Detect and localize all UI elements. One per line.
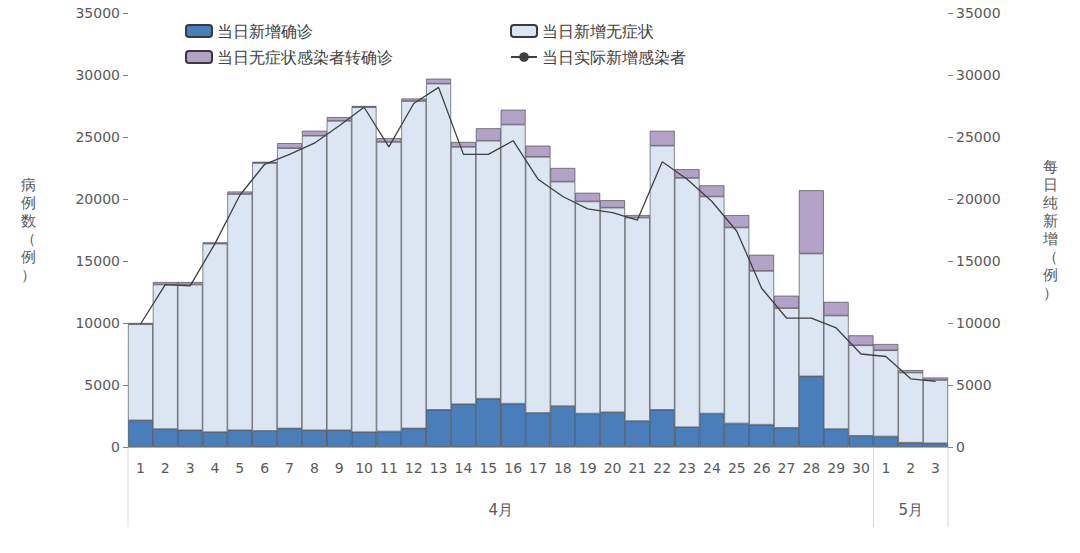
svg-text:25000: 25000 <box>956 129 1001 145</box>
svg-text:纯: 纯 <box>1043 194 1058 212</box>
svg-text:30: 30 <box>852 460 870 476</box>
svg-text:（: （ <box>21 230 36 248</box>
svg-text:30000: 30000 <box>956 67 1001 83</box>
svg-text:3: 3 <box>186 460 195 476</box>
svg-text:3: 3 <box>931 460 940 476</box>
svg-text:20000: 20000 <box>956 191 1001 207</box>
svg-text:35000: 35000 <box>956 5 1001 21</box>
svg-text:23: 23 <box>678 460 696 476</box>
svg-text:24: 24 <box>703 460 721 476</box>
svg-text:2: 2 <box>161 460 170 476</box>
svg-text:19: 19 <box>579 460 597 476</box>
svg-text:30000: 30000 <box>75 67 120 83</box>
svg-text:26: 26 <box>753 460 771 476</box>
svg-text:20: 20 <box>604 460 622 476</box>
svg-text:例: 例 <box>21 248 36 266</box>
svg-text:12: 12 <box>405 460 423 476</box>
svg-text:增: 增 <box>1042 230 1058 248</box>
svg-text:数: 数 <box>21 212 36 230</box>
svg-text:当日新增无症状: 当日新增无症状 <box>542 22 654 41</box>
svg-text:29: 29 <box>827 460 845 476</box>
svg-text:10: 10 <box>355 460 373 476</box>
svg-text:日: 日 <box>1043 176 1058 194</box>
svg-text:10000: 10000 <box>75 315 120 331</box>
svg-text:病: 病 <box>21 176 36 194</box>
svg-text:16: 16 <box>504 460 522 476</box>
svg-text:2: 2 <box>906 460 915 476</box>
svg-text:5月: 5月 <box>898 501 923 519</box>
svg-text:）: ） <box>1043 284 1058 302</box>
svg-text:15000: 15000 <box>956 253 1001 269</box>
svg-text:9: 9 <box>335 460 344 476</box>
svg-text:0: 0 <box>111 439 120 455</box>
svg-text:例: 例 <box>1043 266 1058 284</box>
svg-text:当日实际新增感染者: 当日实际新增感染者 <box>542 48 686 67</box>
svg-text:（: （ <box>1043 248 1058 266</box>
svg-text:）: ） <box>21 266 36 284</box>
svg-text:28: 28 <box>802 460 820 476</box>
svg-text:27: 27 <box>778 460 796 476</box>
svg-text:4: 4 <box>211 460 220 476</box>
svg-text:14: 14 <box>455 460 473 476</box>
svg-text:35000: 35000 <box>75 5 120 21</box>
svg-text:8: 8 <box>310 460 319 476</box>
svg-text:15000: 15000 <box>75 253 120 269</box>
svg-text:17: 17 <box>529 460 547 476</box>
svg-text:例: 例 <box>21 194 36 212</box>
svg-text:21: 21 <box>628 460 646 476</box>
svg-text:1: 1 <box>136 460 145 476</box>
svg-text:5000: 5000 <box>956 377 992 393</box>
svg-text:新: 新 <box>1043 212 1058 230</box>
svg-text:4月: 4月 <box>488 501 513 519</box>
svg-text:当日新增确诊: 当日新增确诊 <box>217 22 313 41</box>
svg-text:22: 22 <box>653 460 671 476</box>
svg-text:0: 0 <box>956 439 965 455</box>
svg-text:11: 11 <box>380 460 398 476</box>
svg-text:7: 7 <box>285 460 294 476</box>
svg-text:6: 6 <box>260 460 269 476</box>
svg-text:每: 每 <box>1043 158 1058 176</box>
svg-text:18: 18 <box>554 460 572 476</box>
svg-text:5000: 5000 <box>84 377 120 393</box>
svg-text:13: 13 <box>430 460 448 476</box>
svg-text:20000: 20000 <box>75 191 120 207</box>
svg-text:当日无症状感染者转确诊: 当日无症状感染者转确诊 <box>217 48 393 67</box>
svg-text:25: 25 <box>728 460 746 476</box>
svg-text:10000: 10000 <box>956 315 1001 331</box>
svg-text:1: 1 <box>881 460 890 476</box>
svg-text:5: 5 <box>235 460 244 476</box>
svg-text:25000: 25000 <box>75 129 120 145</box>
svg-text:15: 15 <box>479 460 497 476</box>
